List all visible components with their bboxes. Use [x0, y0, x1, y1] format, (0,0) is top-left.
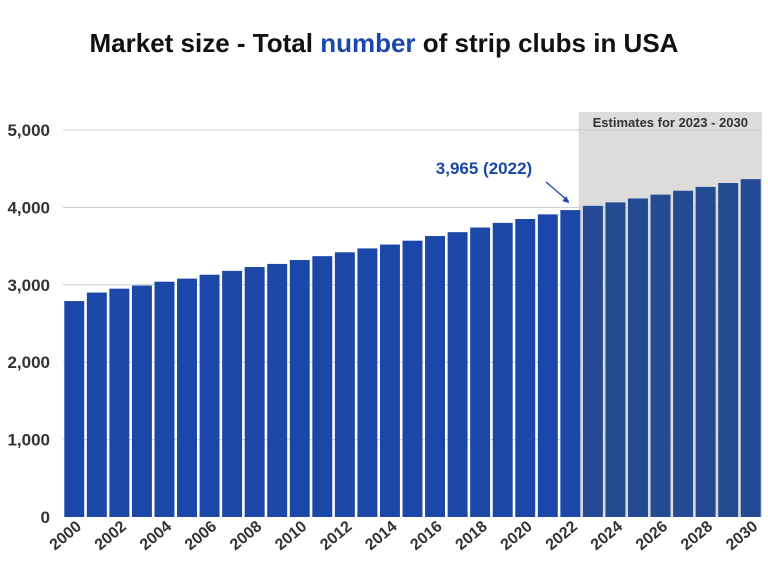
x-tick-label: 2008	[227, 518, 265, 554]
bar	[492, 222, 513, 517]
y-tick-label: 3,000	[7, 276, 50, 295]
title-suffix: of strip clubs in USA	[415, 28, 679, 58]
x-tick-label: 2030	[723, 518, 761, 554]
x-tick-label: 2024	[588, 518, 626, 554]
x-tick-label: 2014	[362, 518, 400, 554]
x-tick-label: 2000	[47, 518, 85, 554]
x-tick-label: 2028	[678, 518, 716, 554]
x-tick-label: 2012	[317, 518, 355, 554]
x-tick-label: 2026	[633, 518, 671, 554]
bar	[560, 210, 581, 517]
y-tick-label: 1,000	[7, 431, 50, 450]
bar	[86, 292, 107, 517]
bar	[312, 256, 333, 517]
bar	[64, 301, 85, 517]
bar	[244, 266, 265, 517]
bar	[582, 205, 603, 518]
y-tick-label: 0	[41, 508, 50, 527]
annotation-label: 3,965 (2022)	[436, 159, 532, 178]
y-tick-label: 2,000	[7, 353, 50, 372]
x-tick-label: 2004	[137, 518, 175, 554]
bar	[357, 248, 378, 517]
title-prefix: Market size - Total	[89, 28, 321, 58]
bar	[650, 194, 671, 517]
bar	[402, 240, 423, 517]
bar	[109, 288, 130, 517]
bar	[177, 278, 197, 517]
bar	[289, 260, 310, 517]
bar	[740, 179, 761, 518]
bar	[131, 285, 152, 517]
bar	[447, 232, 468, 517]
bar	[222, 270, 243, 517]
title-highlight: number	[320, 28, 416, 58]
chart-title: Market size - Total number of strip club…	[0, 28, 768, 59]
x-tick-label: 2006	[182, 518, 220, 554]
bar	[515, 219, 536, 517]
bar	[628, 198, 648, 517]
bar	[199, 274, 220, 517]
bar	[695, 186, 716, 517]
bar	[605, 202, 626, 517]
estimate-label: Estimates for 2023 - 2030	[593, 115, 748, 130]
x-tick-label: 2022	[543, 518, 581, 554]
x-tick-label: 2010	[272, 518, 310, 554]
bar	[334, 252, 355, 518]
bar	[379, 244, 400, 517]
annotation-arrowhead	[562, 196, 570, 204]
x-tick-label: 2018	[453, 518, 491, 554]
annotation-arrow	[545, 181, 569, 202]
bar	[267, 263, 288, 517]
x-tick-label: 2020	[498, 518, 536, 554]
y-tick-label: 5,000	[7, 121, 50, 140]
bar	[154, 281, 175, 517]
bar	[425, 236, 446, 517]
bar	[537, 214, 558, 517]
x-tick-label: 2016	[407, 518, 445, 554]
y-tick-label: 4,000	[7, 198, 50, 217]
x-tick-label: 2002	[92, 518, 130, 554]
bar	[718, 183, 739, 518]
bar	[470, 227, 491, 518]
bar	[673, 190, 694, 517]
